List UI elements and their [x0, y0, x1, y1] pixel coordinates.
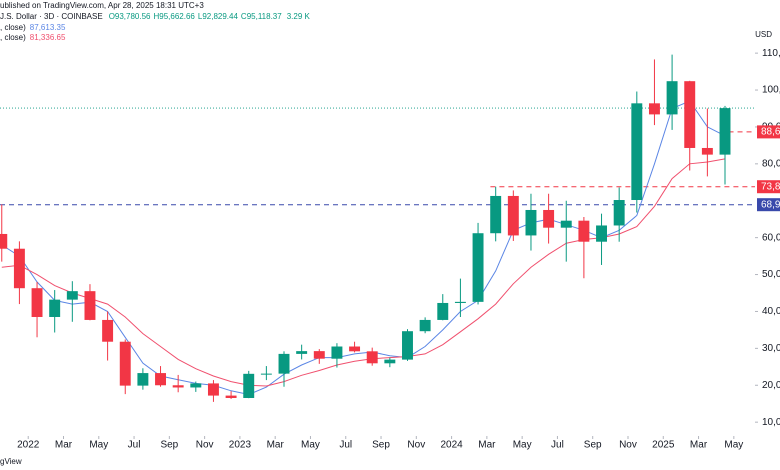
candle-body [666, 81, 678, 115]
x-tick-label: Jul [128, 440, 141, 451]
candle-body [225, 395, 237, 398]
candle-body [0, 233, 8, 249]
x-tick-label: Mar [478, 440, 496, 451]
x-tick-label: Sep [584, 440, 602, 451]
ohlc-label: L92,829.44 [198, 12, 239, 21]
candle-body [13, 248, 25, 289]
x-tick-label: Jul [339, 440, 352, 451]
candle-body [596, 225, 607, 242]
y-tick-label: 60,000 [762, 232, 780, 243]
level-label-box [757, 125, 780, 139]
x-tick-label: Jul [551, 440, 564, 451]
x-tick-label: May [301, 440, 320, 451]
header: ublished on TradingView.com, Apr 28, 202… [0, 1, 772, 466]
candle-body [402, 331, 413, 360]
y-tick-label: 40,000 [762, 306, 780, 317]
level-label: 68,930 [761, 199, 780, 210]
level-label-box [757, 198, 780, 212]
candle-body [349, 346, 361, 352]
candle-body [137, 373, 149, 386]
candle-body [49, 299, 61, 317]
level-label: 88,660 [761, 127, 780, 138]
ohlc-label: O93,780.56 [109, 12, 151, 21]
x-tick-label: Sep [372, 440, 390, 451]
x-tick-label: Mar [55, 440, 73, 451]
x-tick-label: 2022 [17, 440, 40, 451]
y-tick-label: 100,000 [762, 85, 780, 96]
y-tick-label: 20,000 [762, 380, 780, 391]
x-tick-label: Mar [267, 440, 285, 451]
candle-body [472, 233, 484, 302]
x-tick-label: Nov [407, 440, 425, 451]
watermark: gView [0, 457, 22, 466]
x-tick-label: Nov [619, 440, 637, 451]
x-tick-label: May [513, 440, 532, 451]
x-tick-label: Mar [690, 440, 708, 451]
candle-body [331, 346, 343, 359]
candle-body [560, 220, 572, 228]
ma-legend-name: , close) [0, 33, 26, 42]
candle-body [578, 220, 590, 242]
candle-body [384, 359, 396, 364]
y-tick-label: 50,000 [762, 269, 780, 280]
candle-body [454, 301, 466, 303]
candle-body [631, 103, 643, 201]
candle-body [31, 288, 43, 317]
ohlc-label: H95,662.66 [154, 12, 196, 21]
candle-body [437, 302, 449, 320]
y-tick-label: 110,000 [762, 48, 780, 59]
symbol-text: J.S. Dollar · 3D · COINBASE [0, 12, 103, 21]
candle-body [155, 373, 166, 386]
y-tick-label: 30,000 [762, 343, 780, 354]
x-tick-label: May [724, 440, 743, 451]
x-tick-label: Nov [196, 440, 214, 451]
level-label-box [757, 180, 780, 194]
candle-body [260, 373, 272, 375]
published-text: ublished on TradingView.com, Apr 28, 202… [0, 1, 204, 10]
candle-body [525, 209, 537, 236]
candle-body [719, 108, 731, 155]
ma-legend-value: 81,336.65 [30, 33, 66, 42]
candle-body [613, 200, 625, 226]
candle-body [66, 291, 78, 300]
x-tick-label: 2023 [229, 440, 252, 451]
price-axis: 2022 Mar May Jul Sep Nov 2023 Mar May Jul Sep Nov 20… [17, 48, 780, 451]
candle-body [207, 383, 219, 396]
candle-body [684, 81, 696, 148]
plot-area [0, 54, 755, 402]
currency-label: USD [755, 30, 772, 39]
x-tick-label: 2025 [652, 440, 675, 451]
candle-body [84, 291, 96, 320]
candle-body [243, 373, 255, 398]
candle-body [419, 319, 431, 332]
candle-body [119, 341, 131, 386]
y-tick-label: 80,000 [762, 158, 780, 169]
candle-body [102, 319, 114, 342]
candle-body [366, 351, 378, 364]
candle-body [490, 195, 502, 234]
candle-body [313, 351, 325, 359]
candle-body [190, 383, 202, 388]
candle-body [296, 351, 308, 354]
candle-body [507, 195, 519, 236]
x-tick-label: Sep [160, 440, 178, 451]
x-tick-label: 2024 [440, 440, 463, 451]
x-tick-label: May [89, 440, 108, 451]
ohlc-label: C95,118.37 [241, 12, 282, 21]
candle-body [701, 147, 713, 155]
level-label: 73,800 [761, 181, 780, 192]
ma-legend-name: , close) [0, 23, 26, 32]
candle-body [172, 385, 184, 388]
candle-body [278, 353, 290, 374]
candle-body [648, 103, 660, 115]
candle-body [543, 209, 555, 228]
y-tick-label: 10,000 [762, 417, 780, 428]
ma-legend-value: 87,613.35 [30, 23, 66, 32]
volume-label: 3.29 K [287, 12, 311, 21]
